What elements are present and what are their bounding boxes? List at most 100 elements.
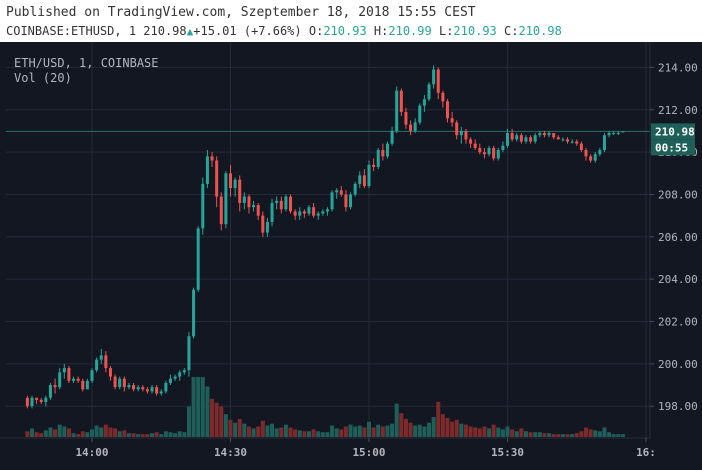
volume-bar [205,386,210,437]
volume-bar [496,427,501,437]
candle-body [252,205,256,208]
candle-body [261,215,265,233]
volume-bar [288,427,293,437]
price-tick-label: 214.00 [658,61,698,74]
chart-pane[interactable]: 214.00212.00210.00208.00206.00204.00202.… [0,42,702,470]
volume-bar [85,432,90,437]
candle-body [229,173,232,189]
volume-bar [145,434,150,437]
volume-bar [570,434,575,437]
time-tick-label: 15:00 [352,446,385,459]
close-label: C: [504,24,519,38]
candle-body [459,130,463,136]
volume-bar [302,431,307,437]
volume-bar [99,427,104,437]
volume-bar [440,414,445,437]
candle-body [362,175,366,186]
candle-body [506,133,509,146]
volume-bar [173,433,178,437]
candle-body [413,122,417,131]
candle-body [192,289,196,337]
candle-body [349,194,353,208]
candle-body [515,135,519,140]
published-caption: Published on TradingView.com, Szeptember… [6,5,476,20]
volume-bar [242,423,247,437]
candle-body [168,378,172,383]
time-tick-label: 16: [636,446,656,459]
candle-body [210,156,214,161]
candle-body [302,211,306,214]
price-axis-background [650,42,702,470]
candle-body [579,143,583,150]
volume-bar [306,431,311,437]
candle-body [409,124,413,131]
candle-body [492,147,496,159]
countdown-label: 00:55 [655,141,688,154]
volume-bar [260,420,265,437]
candle-body [395,90,399,131]
price-chart[interactable]: 214.00212.00210.00208.00206.00204.00202.… [0,42,702,470]
candle-body [44,397,48,402]
volume-bar [62,426,67,437]
volume-bar [251,428,256,437]
volume-bar [597,431,602,437]
low-value: 210.93 [453,24,497,38]
candle-body [270,202,274,222]
candle-body [95,359,99,371]
volume-bar [126,433,131,437]
volume-bar [25,431,30,437]
volume-bar [408,422,413,437]
candle-body [496,150,500,159]
chart-background [0,42,702,470]
volume-bar [168,432,173,437]
volume-bar [560,434,565,437]
candle-body [150,387,154,392]
candle-body [330,192,334,210]
volume-bar [556,434,561,437]
candle-body [164,382,168,392]
candle-body [108,368,112,377]
volume-bar [210,398,215,437]
candle-body [487,147,491,155]
candle-body [127,385,131,388]
volume-bar [514,431,519,437]
volume-bar [390,423,395,437]
volume-bar [459,423,464,437]
candle-body [159,391,163,394]
symbol-label: COINBASE:ETHUSD, 1 [6,24,137,38]
volume-bar [90,429,94,437]
candle-body [219,196,223,225]
volume-bar [482,426,487,437]
chart-legend: ETH/USD, 1, COINBASE Vol (20) [14,56,159,86]
candle-body [524,137,528,142]
candle-body [76,378,80,381]
candle-body [552,133,556,138]
candle-body [376,150,380,167]
volume-bar [376,424,381,437]
candle-body [478,147,482,153]
volume-bar [219,406,224,437]
candle-body [289,196,293,212]
volume-bar [320,432,325,437]
volume-bar [191,377,196,437]
candle-body [533,135,537,142]
volume-bar [131,433,136,437]
candle-body [445,101,449,119]
candle-body [510,133,514,140]
candle-body [482,152,486,155]
volume-bar [94,425,99,437]
volume-bar [117,431,122,437]
volume-bar [533,432,538,437]
price-tick-label: 204.00 [658,273,698,286]
volume-bar [48,427,53,437]
candle-body [132,385,136,390]
volume-bar [274,428,279,437]
candle-body [353,183,357,195]
candle-body [519,135,523,142]
volume-bar [371,427,376,437]
price-tick-label: 206.00 [658,231,698,244]
candle-body [265,222,269,233]
volume-bar [283,424,288,437]
volume-bar [150,433,155,437]
volume-bar [519,428,524,437]
